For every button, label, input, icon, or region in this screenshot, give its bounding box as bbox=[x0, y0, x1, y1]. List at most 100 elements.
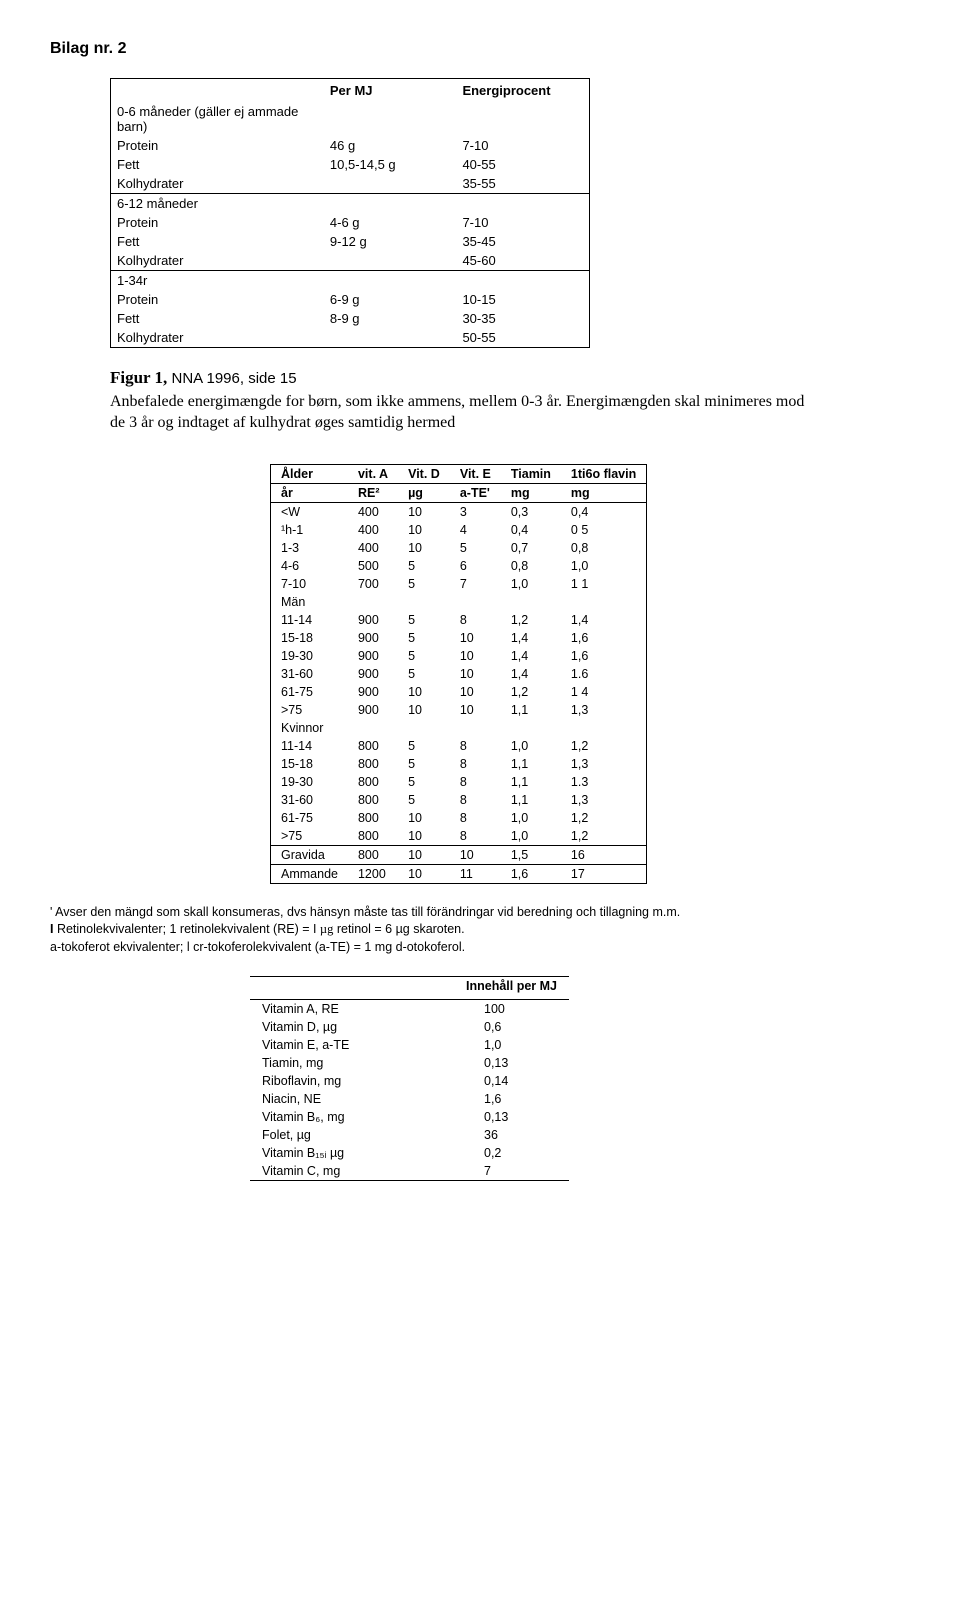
cell: 1,3 bbox=[561, 791, 647, 809]
th: år bbox=[271, 483, 348, 502]
cell: 10 bbox=[450, 647, 501, 665]
cell: 31-60 bbox=[271, 665, 348, 683]
cell: 19-30 bbox=[271, 773, 348, 791]
cell: 900 bbox=[348, 629, 398, 647]
cell: 4-6 bbox=[271, 557, 348, 575]
cell: ¹h-1 bbox=[271, 521, 348, 539]
cell: 0,3 bbox=[501, 502, 561, 521]
cell: 5 bbox=[398, 611, 450, 629]
cell: 1-34r bbox=[111, 271, 324, 291]
figure-description: Anbefalede energimængde for børn, som ik… bbox=[110, 392, 810, 434]
th: Ålder bbox=[271, 464, 348, 483]
cell bbox=[501, 719, 561, 737]
cell: 1,6 bbox=[454, 1090, 569, 1108]
cell: Ammande bbox=[271, 864, 348, 883]
cell: 15-18 bbox=[271, 629, 348, 647]
cell: 11 bbox=[450, 864, 501, 883]
cell: 1,0 bbox=[501, 809, 561, 827]
cell: 0,8 bbox=[501, 557, 561, 575]
cell: 1,0 bbox=[454, 1036, 569, 1054]
cell: 8 bbox=[450, 791, 501, 809]
cell: 61-75 bbox=[271, 809, 348, 827]
cell: 1 1 bbox=[561, 575, 647, 593]
cell: 5 bbox=[398, 647, 450, 665]
cell: 61-75 bbox=[271, 683, 348, 701]
cell: 1.3 bbox=[561, 773, 647, 791]
cell: 10 bbox=[398, 502, 450, 521]
cell: 10 bbox=[398, 521, 450, 539]
cell: 1,4 bbox=[501, 647, 561, 665]
cell: Män bbox=[271, 593, 348, 611]
cell bbox=[324, 271, 457, 291]
cell: 1-3 bbox=[271, 539, 348, 557]
cell bbox=[324, 251, 457, 271]
cell: 11-14 bbox=[271, 737, 348, 755]
cell: 10 bbox=[450, 665, 501, 683]
cell: 16 bbox=[561, 845, 647, 864]
cell: Niacin, NE bbox=[250, 1090, 454, 1108]
cell: 1,0 bbox=[501, 575, 561, 593]
cell: 5 bbox=[398, 737, 450, 755]
cell: <W bbox=[271, 502, 348, 521]
cell bbox=[324, 174, 457, 194]
cell: 700 bbox=[348, 575, 398, 593]
cell: 800 bbox=[348, 755, 398, 773]
cell: 800 bbox=[348, 809, 398, 827]
cell: 100 bbox=[454, 1000, 569, 1019]
cell bbox=[456, 102, 589, 136]
cell: 4 bbox=[450, 521, 501, 539]
cell: 800 bbox=[348, 845, 398, 864]
cell: 1,6 bbox=[501, 864, 561, 883]
cell: 7-10 bbox=[456, 136, 589, 155]
cell: 10-15 bbox=[456, 290, 589, 309]
cell: 30-35 bbox=[456, 309, 589, 328]
cell: 10 bbox=[398, 701, 450, 719]
cell bbox=[450, 593, 501, 611]
th: vit. A bbox=[348, 464, 398, 483]
th-per-mj: Per MJ bbox=[324, 79, 457, 103]
th: a-TE' bbox=[450, 483, 501, 502]
cell: 5 bbox=[398, 755, 450, 773]
cell bbox=[450, 719, 501, 737]
cell: 800 bbox=[348, 791, 398, 809]
figure-source: NNA 1996, side 15 bbox=[167, 370, 296, 387]
cell: Fett bbox=[111, 309, 324, 328]
cell: 45-60 bbox=[456, 251, 589, 271]
cell: 10,5-14,5 g bbox=[324, 155, 457, 174]
figure-number: Figur 1, bbox=[110, 368, 167, 387]
cell: 0,6 bbox=[454, 1018, 569, 1036]
cell: 5 bbox=[398, 629, 450, 647]
cell: 7-10 bbox=[271, 575, 348, 593]
cell: 900 bbox=[348, 701, 398, 719]
cell: 900 bbox=[348, 611, 398, 629]
cell: 8 bbox=[450, 755, 501, 773]
cell: 400 bbox=[348, 502, 398, 521]
cell: 900 bbox=[348, 665, 398, 683]
cell bbox=[324, 102, 457, 136]
th: Vit. E bbox=[450, 464, 501, 483]
cell: Vitamin A, RE bbox=[250, 1000, 454, 1019]
cell bbox=[398, 593, 450, 611]
cell: 7 bbox=[450, 575, 501, 593]
cell: 800 bbox=[348, 773, 398, 791]
cell: 7-10 bbox=[456, 213, 589, 232]
cell: 1,6 bbox=[561, 629, 647, 647]
cell: 1,3 bbox=[561, 701, 647, 719]
cell: 35-55 bbox=[456, 174, 589, 194]
cell: 0,14 bbox=[454, 1072, 569, 1090]
cell: Vitamin B₆, mg bbox=[250, 1108, 454, 1126]
cell: 8-9 g bbox=[324, 309, 457, 328]
cell: 0,4 bbox=[501, 521, 561, 539]
cell: 1,4 bbox=[501, 665, 561, 683]
cell: 0,7 bbox=[501, 539, 561, 557]
cell bbox=[456, 271, 589, 291]
cell: 3 bbox=[450, 502, 501, 521]
cell: 900 bbox=[348, 647, 398, 665]
cell: 10 bbox=[398, 845, 450, 864]
cell: 1,0 bbox=[501, 827, 561, 846]
cell: 50-55 bbox=[456, 328, 589, 348]
th: mg bbox=[501, 483, 561, 502]
cell: 8 bbox=[450, 611, 501, 629]
cell: 36 bbox=[454, 1126, 569, 1144]
cell: 1.6 bbox=[561, 665, 647, 683]
